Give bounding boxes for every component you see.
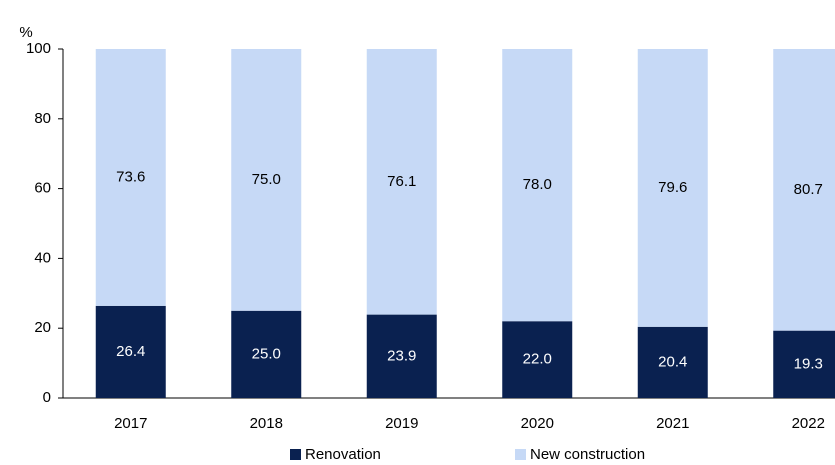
value-label: 75.0	[252, 171, 281, 188]
x-tick-label: 2017	[114, 415, 147, 432]
bar-segment	[502, 321, 573, 398]
bar-segment	[366, 314, 437, 398]
y-tick-label: 80	[34, 110, 51, 127]
bar-segment	[637, 49, 708, 327]
y-tick-label: 20	[34, 319, 51, 336]
bar-segment	[773, 49, 835, 331]
x-tick-label: 2020	[521, 415, 554, 432]
value-label: 19.3	[794, 355, 823, 372]
value-label: 78.0	[523, 176, 552, 193]
value-label: 22.0	[523, 351, 552, 368]
value-label: 80.7	[794, 181, 823, 198]
y-tick-label: 40	[34, 249, 51, 266]
bar-segment	[366, 49, 437, 315]
y-tick-label: 100	[26, 40, 51, 57]
bar-segment	[773, 330, 835, 398]
bar-segment	[231, 49, 302, 311]
bar-segment	[95, 305, 166, 398]
value-label: 25.0	[252, 345, 281, 362]
y-axis-label: %	[19, 24, 32, 41]
bar-segment	[502, 49, 573, 322]
legend-label: New construction	[530, 446, 645, 463]
x-tick-label: 2018	[250, 415, 283, 432]
value-label: 20.4	[658, 353, 687, 370]
legend-label: Renovation	[305, 446, 381, 463]
value-label: 26.4	[116, 343, 145, 360]
y-tick-label: 0	[43, 389, 51, 406]
legend-swatch	[290, 449, 301, 460]
x-tick-label: 2021	[656, 415, 689, 432]
bar-segment	[231, 310, 302, 398]
value-label: 76.1	[387, 173, 416, 190]
x-tick-label: 2019	[385, 415, 418, 432]
value-label: 79.6	[658, 179, 687, 196]
bar-segment	[95, 49, 166, 306]
value-label: 23.9	[387, 347, 416, 364]
bar-segment	[637, 326, 708, 398]
legend-swatch	[515, 449, 526, 460]
y-tick-label: 60	[34, 180, 51, 197]
x-tick-label: 2022	[792, 415, 825, 432]
value-label: 73.6	[116, 168, 145, 185]
